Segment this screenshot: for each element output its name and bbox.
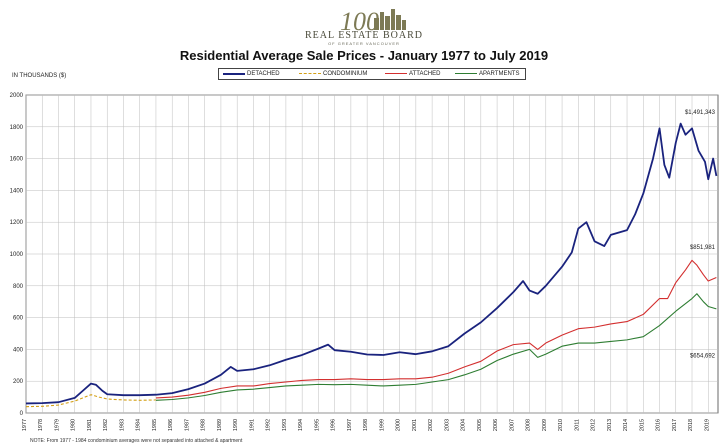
x-tick-label: 1998	[363, 419, 369, 431]
legend-swatch-apartments	[455, 73, 477, 74]
x-tick-label: 1977	[22, 419, 28, 431]
x-tick-label: 1987	[184, 419, 190, 431]
x-tick-label: 1990	[233, 419, 239, 431]
legend-swatch-condominium	[299, 73, 321, 74]
x-tick-label: 1993	[282, 419, 288, 431]
x-tick-label: 2011	[574, 419, 580, 431]
x-tick-label: 1981	[87, 419, 93, 431]
x-tick-label: 2016	[656, 419, 662, 431]
x-tick-label: 1988	[201, 419, 207, 431]
x-tick-label: 2001	[412, 419, 418, 431]
x-tick-label: 1994	[298, 419, 304, 431]
x-tick-label: 1989	[217, 419, 223, 431]
legend-label-attached: ATTACHED	[409, 71, 441, 77]
x-tick-label: 2005	[477, 419, 483, 431]
x-tick-label: 2014	[623, 419, 629, 431]
x-tick-label: 2007	[509, 419, 515, 431]
series-line-detached	[25, 122, 718, 405]
x-tick-label: 1996	[331, 419, 337, 431]
x-tick-label: 2002	[428, 419, 434, 431]
x-tick-label: 1984	[136, 419, 142, 431]
logo-subtitle: OF GREATER VANCOUVER	[328, 41, 400, 46]
logo-number: 100	[340, 7, 379, 36]
legend-swatch-detached	[223, 73, 245, 75]
x-tick-label: 1985	[152, 419, 158, 431]
logo-name: REAL ESTATE BOARD	[304, 30, 424, 41]
x-tick-label: 2019	[704, 419, 710, 431]
end-value-label-detached: $1,491,343	[685, 110, 716, 116]
x-tick-label: 2004	[461, 419, 467, 431]
x-tick-label: 1983	[119, 419, 125, 431]
board-logo: 100	[340, 7, 406, 36]
x-tick-label: 1995	[314, 419, 320, 431]
x-tick-label: 2012	[591, 419, 597, 431]
chart-title: Residential Average Sale Prices - Januar…	[179, 48, 549, 63]
x-tick-label: 2008	[526, 419, 532, 431]
y-tick-label: 800	[13, 284, 24, 290]
series-line-attached	[155, 259, 717, 399]
x-tick-label: 1997	[347, 419, 353, 431]
x-tick-label: 1986	[168, 419, 174, 431]
x-tick-label: 1978	[38, 419, 44, 431]
x-tick-label: 1999	[379, 419, 385, 431]
legend-label-apartments: APARTMENTS	[479, 71, 520, 77]
end-value-label-apartments: $654,692	[690, 353, 716, 359]
y-tick-label: 200	[13, 379, 24, 385]
y-tick-label: 600	[13, 316, 24, 322]
series-line-condominium	[25, 394, 156, 408]
x-tick-label: 1980	[71, 419, 77, 431]
y-tick-label: 1600	[10, 157, 24, 163]
y-tick-label: 400	[13, 347, 24, 353]
x-tick-label: 2000	[396, 419, 402, 431]
chart-legend: DETACHED CONDOMINIUM ATTACHED APARTMENTS	[218, 68, 526, 80]
x-tick-label: 2006	[493, 419, 499, 431]
x-tick-label: 1992	[266, 419, 272, 431]
y-axis-unit-label: IN THOUSANDS ($)	[12, 73, 67, 79]
x-tick-label: 2018	[688, 419, 694, 431]
x-tick-label: 1982	[103, 419, 109, 431]
x-tick-label: 1979	[54, 419, 60, 431]
y-tick-label: 0	[20, 411, 24, 417]
x-tick-label: 2017	[672, 419, 678, 431]
x-tick-label: 2013	[607, 419, 613, 431]
y-tick-label: 1800	[10, 125, 24, 131]
legend-swatch-attached	[385, 73, 407, 74]
legend-label-detached: DETACHED	[247, 71, 280, 77]
legend-label-condominium: CONDOMINIUM	[323, 71, 368, 77]
x-tick-label: 1991	[249, 419, 255, 431]
x-tick-label: 2009	[542, 419, 548, 431]
series-line-apartments	[155, 293, 717, 401]
y-tick-label: 1400	[10, 188, 24, 194]
x-tick-label: 2015	[639, 419, 645, 431]
end-value-label-attached: $851,981	[690, 245, 716, 251]
skyline-icon	[374, 9, 406, 30]
footnote: NOTE: From 1977 - 1984 condominium avera…	[30, 438, 243, 444]
x-tick-label: 2010	[558, 419, 564, 431]
x-tick-label: 2003	[444, 419, 450, 431]
y-tick-label: 2000	[10, 93, 24, 99]
y-tick-label: 1200	[10, 220, 24, 226]
y-tick-label: 1000	[10, 252, 24, 258]
